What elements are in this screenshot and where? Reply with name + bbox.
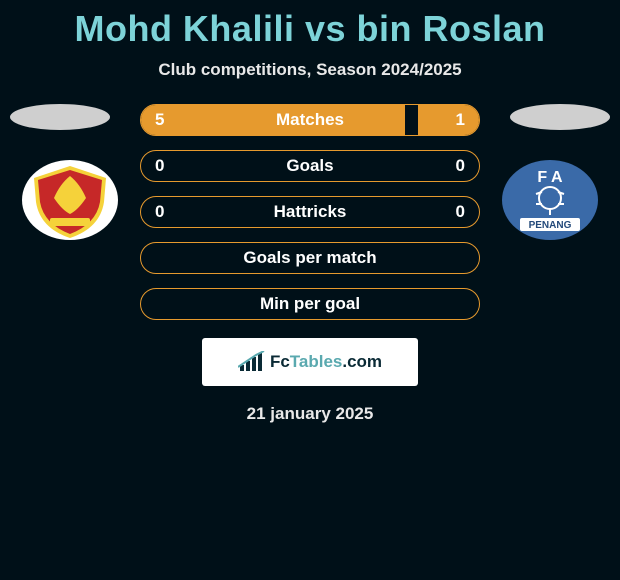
bar-label: Matches [276, 110, 344, 130]
bar-value-right: 1 [456, 110, 465, 130]
bar-value-right: 0 [456, 202, 465, 222]
stat-bar: 0 Goals 0 [140, 150, 480, 182]
brand-text: FcTables.com [270, 352, 382, 372]
brand-logo: FcTables.com [202, 338, 418, 386]
stat-bars: 5 Matches 1 0 Goals 0 0 Hattricks 0 Goals per mat… [140, 104, 480, 320]
bar-fill-right [418, 105, 479, 135]
subtitle: Club competitions, Season 2024/2025 [0, 60, 620, 80]
comparison-area: F A PENANG 5 Matches 1 0 Goals 0 0 Hattricks 0 Go… [0, 104, 620, 424]
shield-icon [20, 158, 120, 242]
svg-text:F A: F A [537, 169, 563, 186]
date-label: 21 january 2025 [0, 404, 620, 424]
bar-label: Min per goal [260, 294, 360, 314]
bar-value-right: 0 [456, 156, 465, 176]
bar-value-left: 0 [155, 156, 164, 176]
club-badge-right: F A PENANG [500, 158, 600, 242]
shield-icon: F A PENANG [500, 158, 600, 242]
bar-label: Hattricks [274, 202, 347, 222]
stat-bar: Goals per match [140, 242, 480, 274]
club-badge-left [20, 158, 120, 242]
chart-icon [238, 351, 266, 373]
bar-value-left: 5 [155, 110, 164, 130]
player-left-avatar [10, 104, 110, 130]
svg-text:PENANG: PENANG [529, 220, 572, 231]
page-title: Mohd Khalili vs bin Roslan [0, 0, 620, 50]
bar-value-left: 0 [155, 202, 164, 222]
bar-label: Goals per match [243, 248, 376, 268]
player-right-avatar [510, 104, 610, 130]
bar-label: Goals [286, 156, 333, 176]
stat-bar: Min per goal [140, 288, 480, 320]
bar-fill-left [141, 105, 405, 135]
stat-bar: 5 Matches 1 [140, 104, 480, 136]
stat-bar: 0 Hattricks 0 [140, 196, 480, 228]
